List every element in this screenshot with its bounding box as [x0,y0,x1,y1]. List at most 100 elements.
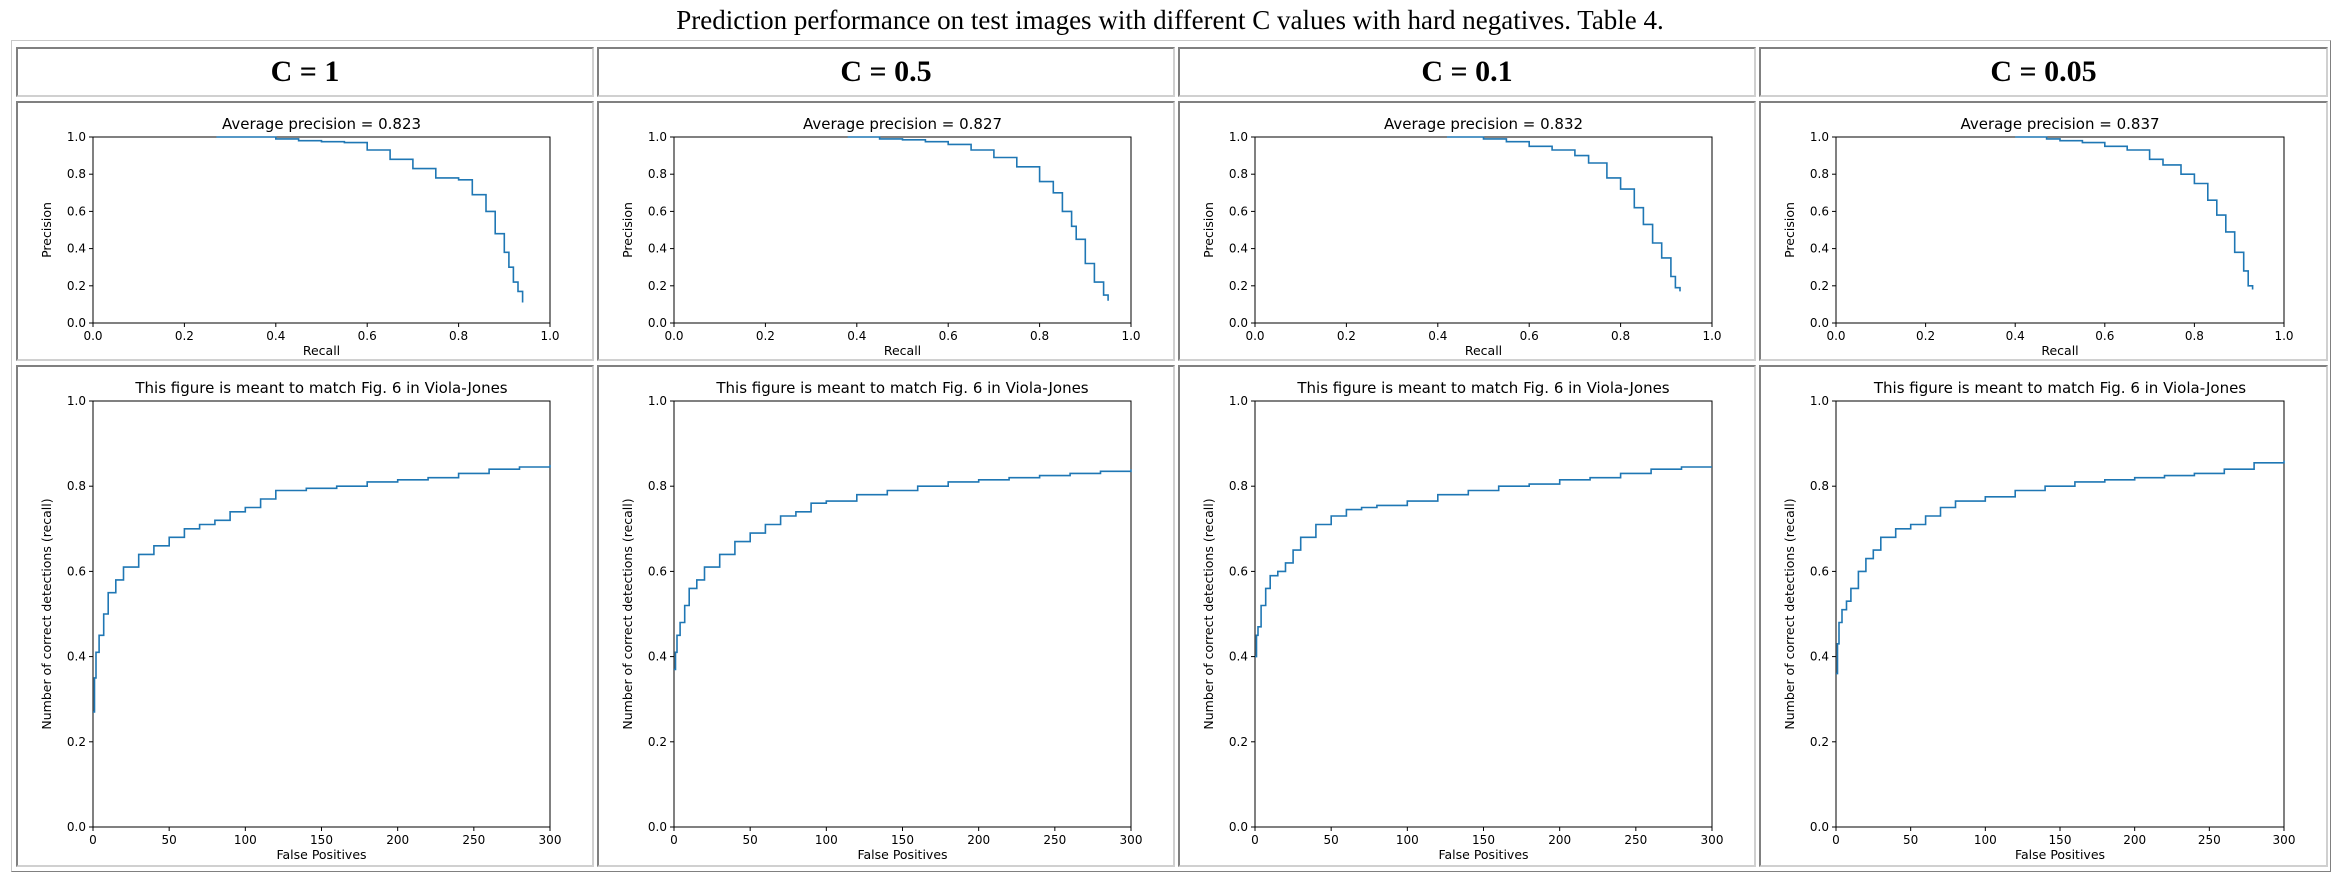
pr-curve-cell-c01: Average precision = 0.832 0.0 0.2 0.4 0.6 0.8… [1178,101,1756,361]
chart-svg: Average precision = 0.837 0.0 0.2 0.4 0.6 0.8… [1782,115,2294,358]
series-line [1446,136,1681,292]
x-axis-label: Recall [2041,343,2078,358]
x-tick-label: 0.6 [2095,329,2114,343]
y-tick-label: 0.2 [1810,735,1829,749]
chart-svg: Average precision = 0.823 0.0 0.2 0.4 0.6 0.8… [39,115,560,358]
y-tick-label: 0.4 [1229,650,1248,664]
plot-frame [1254,400,1713,828]
x-tick-label: 0.4 [847,329,866,343]
x-axis-label: Recall [884,343,921,358]
chart-svg: This figure is meant to match Fig. 6 in … [1201,379,1723,862]
y-tick-label: 0.8 [1229,479,1248,493]
y-tick-label: 0.8 [648,479,667,493]
x-axis-label: Recall [303,343,340,358]
y-tick-label: 1.0 [648,130,667,144]
y-tick-label: 0.6 [67,564,86,578]
pr-curve-cell-c005: Average precision = 0.837 0.0 0.2 0.4 0.6 0.8… [1759,101,2328,361]
x-tick-label: 0 [89,833,97,847]
x-tick-label: 50 [1903,833,1918,847]
detection-curve-cell-c05: This figure is meant to match Fig. 6 in … [597,365,1175,867]
y-tick-label: 0.4 [1229,242,1248,256]
x-tick-label: 200 [967,833,990,847]
y-tick-label: 0.8 [648,167,667,181]
y-tick-label: 1.0 [1810,130,1829,144]
y-tick-label: 0.0 [648,820,667,834]
series-line [93,464,551,713]
x-tick-label: 0.2 [756,329,775,343]
y-tick-label: 0.6 [1229,564,1248,578]
y-tick-label: 1.0 [1229,130,1248,144]
y-tick-label: 0.6 [67,204,86,218]
x-tick-label: 150 [310,833,333,847]
plot-frame [1835,136,2285,324]
y-axis-label: Number of correct detections (recall) [1201,498,1216,729]
y-tick-label: 0.0 [1810,316,1829,330]
chart-title: Average precision = 0.823 [222,115,421,133]
plot-frame [92,400,551,828]
y-tick-label: 0.2 [1810,279,1829,293]
y-tick-label: 1.0 [1229,394,1248,408]
y-axis-label: Precision [1201,202,1216,258]
y-tick-label: 0.4 [67,650,86,664]
y-tick-label: 0.2 [648,735,667,749]
x-tick-label: 0.4 [2006,329,2025,343]
x-tick-label: 100 [1974,833,1997,847]
x-tick-label: 0.0 [1245,329,1264,343]
plot-frame [1254,136,1713,324]
y-tick-label: 0.0 [1229,316,1248,330]
x-tick-label: 0.6 [1520,329,1539,343]
x-tick-label: 1.0 [540,329,559,343]
y-axis-label: Number of correct detections (recall) [1782,498,1797,729]
x-tick-label: 200 [2123,833,2146,847]
series-line [216,136,524,303]
x-tick-label: 0.2 [1337,329,1356,343]
x-tick-label: 300 [2273,833,2296,847]
x-tick-label: 0.8 [1611,329,1630,343]
chart-svg: This figure is meant to match Fig. 6 in … [620,379,1143,862]
y-tick-label: 0.0 [1229,820,1248,834]
plot-frame [673,136,1132,324]
results-table: C = 1 C = 0.5 C = 0.1 C = 0.05 Average p… [11,40,2331,872]
x-tick-label: 50 [162,833,177,847]
series-line [1836,460,2285,675]
y-tick-label: 0.2 [1229,279,1248,293]
y-tick-label: 0.0 [648,316,667,330]
detection-curve-cell-c1: This figure is meant to match Fig. 6 in … [16,365,594,867]
chart-title: Average precision = 0.832 [1384,115,1583,133]
chart-title: This figure is meant to match Fig. 6 in … [1296,379,1669,397]
y-tick-label: 0.2 [648,279,667,293]
chart-title: Average precision = 0.827 [803,115,1002,133]
pr-curve-cell-c1: Average precision = 0.823 0.0 0.2 0.4 0.6 0.8… [16,101,594,361]
x-axis-label: Recall [1465,343,1502,358]
x-tick-label: 100 [1396,833,1419,847]
y-tick-label: 0.4 [648,242,667,256]
x-tick-label: 300 [1120,833,1143,847]
x-tick-label: 0.6 [358,329,377,343]
chart-svg: This figure is meant to match Fig. 6 in … [1782,379,2296,862]
y-tick-label: 0.8 [1810,167,1829,181]
x-axis-label: False Positives [857,847,947,862]
x-tick-label: 0.4 [1428,329,1447,343]
x-tick-label: 0.0 [83,329,102,343]
chart-title: This figure is meant to match Fig. 6 in … [134,379,507,397]
x-tick-label: 50 [743,833,758,847]
x-tick-label: 1.0 [1121,329,1140,343]
x-tick-label: 0.0 [664,329,683,343]
header-cell-c05: C = 0.5 [597,47,1175,97]
chart-title: This figure is meant to match Fig. 6 in … [715,379,1088,397]
x-tick-label: 250 [1043,833,1066,847]
detection-curve-cell-c005: This figure is meant to match Fig. 6 in … [1759,365,2328,867]
x-tick-label: 0.2 [175,329,194,343]
x-tick-label: 200 [386,833,409,847]
x-axis-label: False Positives [2015,847,2105,862]
y-tick-label: 0.6 [648,564,667,578]
table-caption: Prediction performance on test images wi… [676,5,1664,35]
x-tick-label: 200 [1548,833,1571,847]
header-cell-c005: C = 0.05 [1759,47,2328,97]
y-tick-label: 1.0 [648,394,667,408]
x-tick-label: 250 [2198,833,2221,847]
x-tick-label: 0.8 [1030,329,1049,343]
header-cell-c1: C = 1 [16,47,594,97]
x-tick-label: 0.0 [1826,329,1845,343]
y-tick-label: 0.6 [1229,204,1248,218]
